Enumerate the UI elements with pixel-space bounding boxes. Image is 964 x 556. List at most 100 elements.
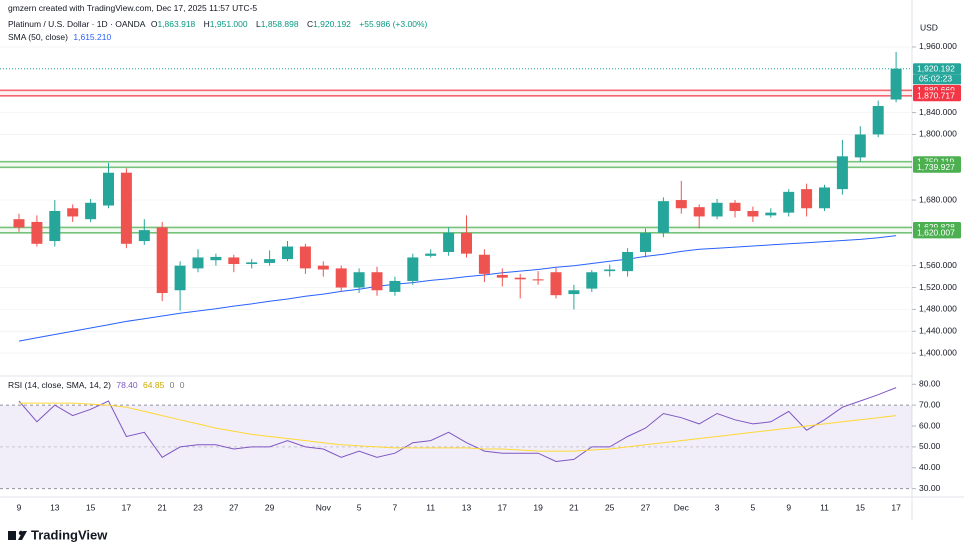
candle-body [836, 156, 848, 190]
candle-body [675, 200, 687, 209]
sma-legend: SMA (50, close) 1,615.210 [8, 32, 114, 42]
x-tick-label: 21 [157, 502, 167, 512]
price-label: 1,629.828 [917, 222, 955, 232]
x-tick-label: 19 [533, 502, 543, 512]
y-tick-label: 40.00 [919, 462, 941, 472]
x-tick-label: 11 [426, 502, 435, 512]
rsi-legend: RSI (14, close, SMA, 14, 2) 78.40 64.85 … [8, 380, 188, 390]
candle-body [228, 257, 240, 265]
candle-body [765, 212, 777, 216]
x-tick-label: 13 [462, 502, 472, 512]
y-tick-label: 70.00 [919, 399, 941, 409]
candle-body [568, 290, 580, 295]
candle-body [67, 208, 79, 217]
rsi-line [18, 387, 897, 463]
candle-body [657, 201, 669, 233]
ohlc-key: H [203, 19, 210, 29]
x-tick-label: 17 [498, 502, 508, 512]
x-tick-label: 7 [393, 502, 398, 512]
candle-body [299, 246, 311, 269]
y-tick-label: 80.00 [919, 379, 941, 389]
x-tick-label: 25 [605, 502, 615, 512]
candle-body [640, 232, 651, 252]
ohlc-key: L [256, 19, 261, 29]
y-tick-label: 1,440.000 [919, 326, 957, 336]
candle-body [49, 210, 61, 242]
rsi-line [19, 402, 897, 452]
rsi-value: 78.40 [116, 380, 138, 390]
rsi-band [0, 405, 912, 489]
price-label: 1,870.717 [917, 91, 955, 101]
candle-body [371, 272, 383, 291]
y-tick-label: 60.00 [919, 420, 941, 430]
logo-text: TradingView [31, 527, 108, 542]
x-tick-label: 29 [265, 502, 275, 512]
symbol: Platinum / U.S. Dollar · 1D · OANDA [8, 19, 146, 29]
sma-line [18, 235, 897, 342]
ohlc-value: 1,858.898 [260, 19, 299, 29]
ohlc: H1,951.000 [204, 19, 251, 29]
sma-value: 1,615.210 [73, 32, 112, 42]
candle-body [532, 279, 544, 281]
x-tick-label: 5 [357, 502, 362, 512]
rsi-extra: 0 [179, 380, 185, 390]
y-tick-label: 1,680.000 [919, 194, 957, 204]
ohlc-value: 1,951.000 [209, 19, 248, 29]
y-tick-label: 1,840.000 [919, 107, 957, 117]
candle-body [353, 272, 365, 288]
level-zone [0, 227, 912, 233]
level-zone [0, 90, 912, 96]
x-tick-label: 27 [641, 502, 651, 512]
countdown: 05:02:23 [919, 73, 952, 83]
candle-body [890, 68, 902, 100]
candle-body [246, 262, 258, 265]
x-tick-label: 15 [86, 502, 96, 512]
candle-body [801, 189, 813, 209]
candle-body [604, 269, 616, 272]
candle-body [586, 272, 598, 289]
rsi-sma-value: 64.85 [143, 380, 165, 390]
candle-body [783, 191, 795, 213]
y-tick-label: 1,560.000 [919, 260, 957, 270]
ohlc-value: 1,920.192 [313, 19, 351, 29]
level-zone [0, 161, 912, 168]
x-tick-label: 17 [122, 502, 132, 512]
candle-body [156, 227, 168, 293]
price-label-box [913, 227, 961, 239]
x-tick-label: 9 [17, 502, 22, 512]
ohlc: O1,863.918 [151, 19, 198, 29]
candle-body [407, 257, 419, 281]
x-tick-label: 21 [569, 502, 579, 512]
candle-body [264, 259, 276, 263]
candle-body [711, 202, 723, 217]
candle-body [103, 172, 114, 206]
rsi-extra: 0 [169, 380, 175, 390]
countdown-box [913, 74, 961, 85]
candle-body [192, 257, 204, 269]
price-label: 1,880.669 [917, 85, 955, 95]
change: +55.986 (+3.00%) [359, 19, 428, 29]
candle-body [514, 277, 526, 280]
x-tick-label: 3 [715, 502, 720, 512]
x-tick-label: Nov [316, 502, 332, 512]
x-tick-label: 17 [891, 502, 901, 512]
y-tick-label: 1,800.000 [919, 129, 957, 139]
sma-name: SMA (50, close) [8, 32, 68, 42]
candle-body [138, 230, 150, 242]
y-tick-label: 1,480.000 [919, 304, 957, 314]
candle-body [693, 207, 705, 217]
price-label: 1,750.119 [917, 156, 954, 166]
x-tick-label: 15 [856, 502, 866, 512]
candle-body [425, 253, 437, 256]
y-tick-label: 50.00 [919, 441, 941, 451]
candle-body [317, 265, 329, 270]
price-label-box [913, 161, 961, 173]
ohlc-key: O [150, 19, 158, 29]
candle-body [85, 202, 97, 220]
axis-label: USD [920, 22, 938, 32]
candle-body [210, 256, 222, 261]
candle-body [550, 272, 562, 296]
candle-body [282, 246, 293, 260]
x-tick-label: 11 [820, 502, 829, 512]
